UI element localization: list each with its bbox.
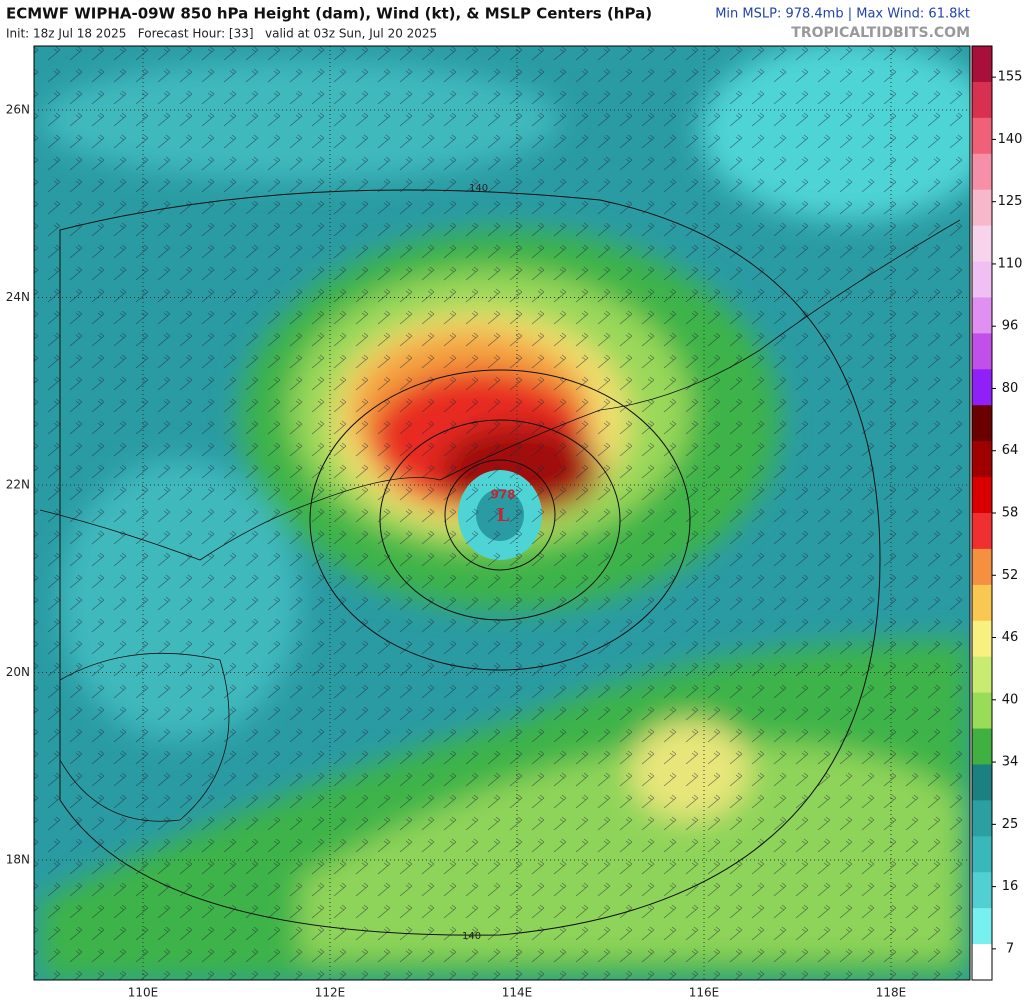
- colorbar-label: 16: [1002, 879, 1019, 894]
- map-field: [34, 46, 970, 980]
- colorbar-swatch: [972, 297, 992, 334]
- coastline: [39, 219, 961, 561]
- colorbar-swatch: [972, 836, 992, 873]
- colorbar-swatch: [972, 692, 992, 730]
- colorbar-swatch: [972, 117, 992, 155]
- colorbar-swatch: [972, 656, 992, 694]
- colorbar-swatch: [972, 800, 992, 837]
- lat-label: 22N: [6, 478, 30, 492]
- colorbar-swatch: [972, 333, 992, 370]
- map-frame: [33, 45, 971, 981]
- contour-label: 140: [469, 183, 488, 194]
- low-pressure: 978: [490, 488, 515, 502]
- colorbar-swatch: [972, 872, 992, 909]
- colorbar-swatch: [972, 153, 992, 191]
- colorbar-label: 155: [998, 70, 1023, 85]
- lat-label: 18N: [6, 853, 30, 867]
- colorbar: 155 140 125 110 96 80 64 58 52 46 40 34 25 16 7: [971, 45, 1023, 981]
- colorbar-swatch: [972, 908, 992, 945]
- colorbar-label: 40: [1002, 692, 1019, 707]
- colorbar-swatch: [972, 369, 992, 406]
- colorbar-swatch: [972, 944, 992, 981]
- lon-label: 110E: [128, 986, 159, 1000]
- colorbar-swatch: [972, 584, 992, 622]
- colorbar-swatch: [972, 225, 992, 263]
- lon-label: 116E: [689, 986, 720, 1000]
- graticule: [34, 46, 970, 980]
- lat-label: 20N: [6, 665, 30, 679]
- colorbar-swatch: [972, 189, 992, 227]
- colorbar-swatch: [972, 620, 992, 658]
- contours: [59, 189, 881, 936]
- colorbar-label: 125: [998, 194, 1023, 209]
- colorbar-swatch: [972, 728, 992, 765]
- colorbar-label: 7: [1006, 941, 1014, 956]
- colorbar-swatch: [972, 46, 992, 83]
- init-line: Init: 18z Jul 18 2025 Forecast Hour: [33…: [6, 27, 437, 41]
- wind-barbs: [34, 46, 970, 980]
- island-coast: [59, 652, 230, 822]
- lat-label: 24N: [6, 290, 30, 304]
- colorbar-swatch: [972, 81, 992, 119]
- colorbar-label: 140: [998, 132, 1023, 147]
- colorbar-swatch: [972, 548, 992, 586]
- colorbar-swatch: [972, 441, 992, 478]
- lon-label: 118E: [876, 986, 907, 1000]
- colorbar-label: 64: [1002, 443, 1019, 458]
- colorbar-label: 96: [1002, 319, 1019, 334]
- colorbar-label: 25: [1002, 817, 1019, 832]
- colorbar-swatch: [972, 513, 992, 550]
- colorbar-label: 34: [1002, 755, 1019, 770]
- colorbar-label: 58: [1002, 506, 1019, 521]
- lon-label: 112E: [315, 986, 346, 1000]
- colorbar-label: 110: [998, 256, 1023, 271]
- stats: Min MSLP: 978.4mb | Max Wind: 61.8kt: [715, 7, 970, 22]
- colorbar-label: 52: [1002, 568, 1019, 583]
- colorbar-swatch: [972, 405, 992, 442]
- title: ECMWF WIPHA-09W 850 hPa Height (dam), Wi…: [6, 5, 652, 23]
- lon-label: 114E: [502, 986, 533, 1000]
- colorbar-label: 46: [1002, 630, 1019, 645]
- colorbar-label: 80: [1002, 381, 1019, 396]
- colorbar-swatch: [972, 261, 992, 298]
- brand: TROPICALTIDBITS.COM: [791, 25, 970, 41]
- colorbar-swatch: [972, 764, 992, 801]
- lat-label: 26N: [6, 103, 30, 117]
- low-symbol: L: [497, 505, 510, 526]
- colorbar-swatch: [972, 477, 992, 514]
- contour-label: 140: [462, 931, 481, 942]
